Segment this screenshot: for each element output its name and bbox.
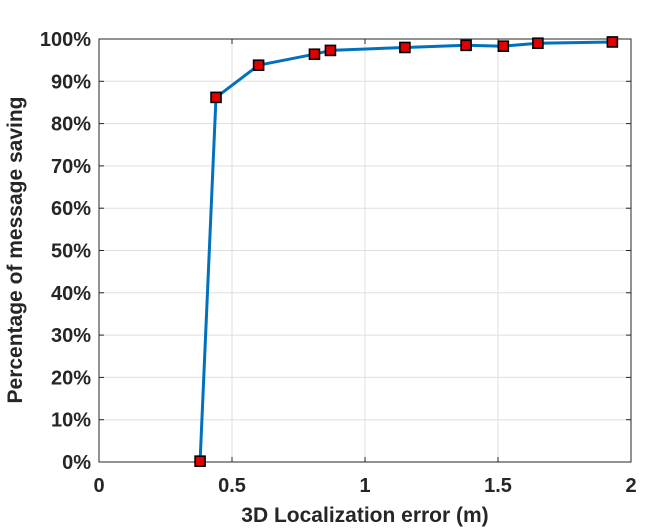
axis-ticks: 0 0.5 1 1.5 20%10%20%30%40%50%60%70%80%90%10…: [40, 29, 637, 497]
data-point-marker: [252, 59, 265, 72]
data-point-marker: [497, 40, 510, 52]
y-tick-label: 30%: [51, 325, 91, 347]
y-axis-label: Percentage of message saving: [4, 97, 27, 404]
x-tick-label: 0: [93, 475, 104, 497]
data-point-marker: [399, 41, 411, 54]
data-point-marker: [606, 36, 619, 48]
y-tick-label: 0%: [62, 452, 91, 474]
x-tick-label: 2: [625, 475, 636, 497]
data-point-marker: [308, 48, 321, 61]
x-axis-label: 3D Localization error (m): [241, 504, 488, 527]
x-tick-label: 0.5: [218, 475, 246, 497]
y-tick-label: 100%: [40, 29, 91, 51]
y-tick-label: 50%: [51, 241, 91, 263]
y-tick-label: 60%: [51, 198, 91, 220]
y-tick-label: 20%: [51, 367, 91, 389]
y-tick-label: 40%: [51, 283, 91, 305]
y-tick-label: 90%: [51, 71, 91, 93]
y-tick-label: 10%: [51, 410, 91, 432]
data-point-marker: [194, 455, 206, 467]
series-line: [198, 40, 613, 462]
y-tick-label: 80%: [51, 114, 91, 136]
data-point-marker: [532, 37, 544, 50]
data-point-marker: [210, 91, 222, 104]
x-tick-label: 1: [359, 475, 370, 497]
data-point-marker: [324, 44, 337, 57]
data-series: [194, 36, 619, 467]
grid-lines: [99, 39, 631, 462]
y-tick-label: 70%: [51, 156, 91, 178]
x-tick-label: 1.5: [484, 475, 512, 497]
data-point-marker: [460, 39, 472, 52]
